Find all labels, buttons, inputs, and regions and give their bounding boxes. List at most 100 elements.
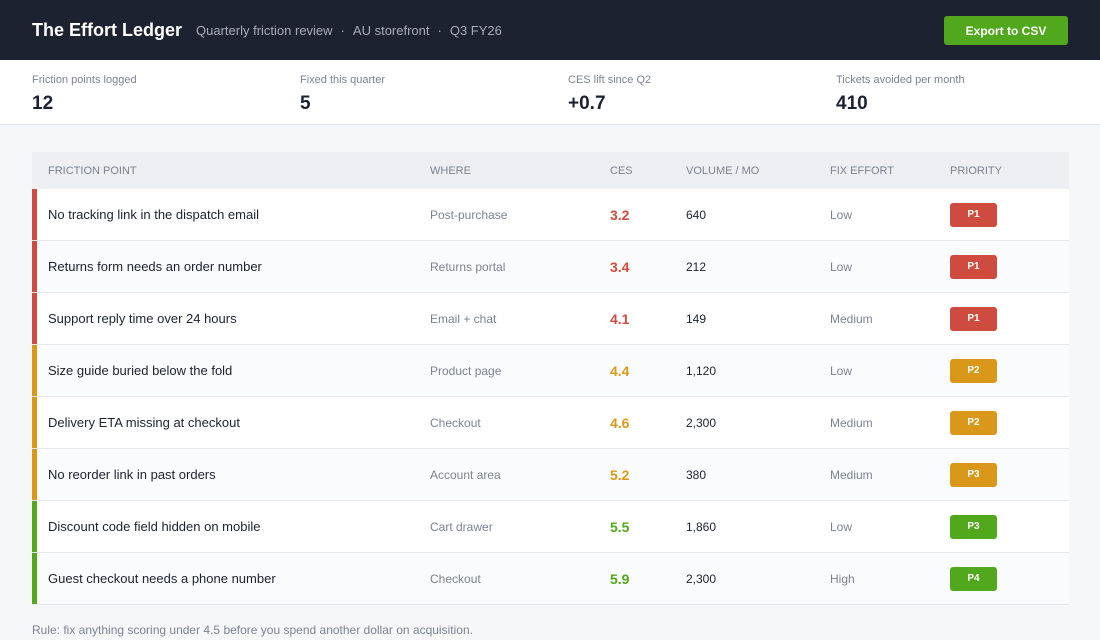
monthly-volume: 149 [686, 311, 707, 326]
column-header-friction-point[interactable]: Friction point [48, 165, 137, 177]
priority-cell: P3 [950, 449, 997, 500]
subtitle-separator: · [340, 22, 345, 38]
friction-point-name: No tracking link in the dispatch email [48, 207, 259, 222]
monthly-volume: 2,300 [686, 571, 717, 586]
stat-label: CES lift since Q2 [568, 74, 652, 86]
fix-effort: Medium [830, 415, 873, 430]
severity-bar [32, 189, 37, 240]
priority-cell: P1 [950, 189, 997, 240]
friction-location: Cart drawer [430, 519, 493, 534]
friction-point-name: Delivery ETA missing at checkout [48, 415, 240, 430]
stat-fixed-quarter: Fixed this quarter 5 [300, 74, 385, 115]
priority-cell: P3 [950, 501, 997, 552]
stat-value: 410 [836, 93, 868, 114]
table-row[interactable]: Delivery ETA missing at checkout Checkout… [32, 397, 1069, 449]
monthly-volume: 2,300 [686, 415, 717, 430]
priority-cell: P4 [950, 553, 997, 604]
priority-badge: P1 [950, 254, 997, 279]
subtitle-review: Quarterly friction review [196, 22, 333, 38]
severity-bar [32, 345, 37, 396]
stat-label: Tickets avoided per month [836, 74, 965, 86]
column-header-fix-effort[interactable]: Fix effort [830, 165, 894, 177]
column-header-ces[interactable]: CES [610, 165, 633, 177]
table-row[interactable]: Discount code field hidden on mobile Cart… [32, 501, 1069, 553]
stat-value: 5 [300, 93, 311, 114]
priority-cell: P1 [950, 241, 997, 292]
fix-effort: Low [830, 363, 853, 378]
fix-effort: High [830, 571, 855, 586]
monthly-volume: 1,860 [686, 519, 717, 534]
table-row[interactable]: No tracking link in the dispatch email Po… [32, 189, 1069, 241]
priority-badge: P1 [950, 202, 997, 227]
friction-point-name: Support reply time over 24 hours [48, 311, 237, 326]
monthly-volume: 212 [686, 259, 707, 274]
subtitle-separator: · [437, 22, 442, 38]
stat-label: Friction points logged [32, 74, 137, 86]
stat-value: 12 [32, 93, 54, 114]
table-header: Friction point Where CES Volume / mo Fix… [32, 152, 1069, 189]
export-csv-button[interactable]: Export to CSV [944, 16, 1068, 45]
column-header-volume[interactable]: Volume / mo [686, 165, 760, 177]
footnote-rule: Rule: fix anything scoring under 4.5 bef… [32, 623, 473, 637]
severity-bar [32, 553, 37, 604]
priority-badge: P3 [950, 514, 997, 539]
ces-score: 4.1 [610, 310, 630, 327]
severity-bar [32, 449, 37, 500]
friction-location: Checkout [430, 415, 481, 430]
table-row[interactable]: Returns form needs an order number Return… [32, 241, 1069, 293]
fix-effort: Low [830, 519, 853, 534]
page-subtitle: Quarterly friction review · AU storefron… [196, 23, 502, 38]
severity-bar [32, 397, 37, 448]
severity-bar [32, 501, 37, 552]
priority-cell: P1 [950, 293, 997, 344]
stat-ces-lift: CES lift since Q2 +0.7 [568, 74, 651, 115]
priority-badge: P3 [950, 462, 997, 487]
ces-score: 4.6 [610, 414, 630, 431]
friction-location: Returns portal [430, 259, 506, 274]
priority-badge: P4 [950, 566, 997, 591]
stat-friction-points: Friction points logged 12 [32, 74, 137, 115]
monthly-volume: 1,120 [686, 363, 717, 378]
priority-cell: P2 [950, 397, 997, 448]
friction-location: Post-purchase [430, 207, 508, 222]
app-title: The Effort Ledger [32, 19, 183, 40]
ces-score: 4.4 [610, 362, 630, 379]
subtitle-storefront: AU storefront [352, 22, 430, 38]
fix-effort: Low [830, 259, 853, 274]
priority-badge: P2 [950, 410, 997, 435]
friction-point-name: Size guide buried below the fold [48, 363, 233, 378]
ces-score: 5.2 [610, 466, 630, 483]
friction-table: Friction point Where CES Volume / mo Fix… [32, 152, 1069, 605]
monthly-volume: 640 [686, 207, 707, 222]
table-row[interactable]: Support reply time over 24 hours Email + … [32, 293, 1069, 345]
stat-tickets-avoided: Tickets avoided per month 410 [836, 74, 965, 115]
top-bar: The Effort Ledger Quarterly friction rev… [0, 0, 1100, 60]
column-header-where[interactable]: Where [430, 165, 471, 177]
fix-effort: Low [830, 207, 853, 222]
priority-cell: P2 [950, 345, 997, 396]
monthly-volume: 380 [686, 467, 707, 482]
friction-location: Account area [430, 467, 501, 482]
friction-point-name: Discount code field hidden on mobile [48, 519, 261, 534]
table-body: No tracking link in the dispatch email Po… [32, 189, 1069, 605]
friction-point-name: Returns form needs an order number [48, 259, 262, 274]
ces-score: 3.4 [610, 258, 630, 275]
friction-point-name: Guest checkout needs a phone number [48, 571, 276, 586]
table-row[interactable]: Guest checkout needs a phone number Check… [32, 553, 1069, 605]
table-row[interactable]: No reorder link in past orders Account ar… [32, 449, 1069, 501]
friction-location: Product page [430, 363, 502, 378]
fix-effort: Medium [830, 311, 873, 326]
priority-badge: P2 [950, 358, 997, 383]
friction-location: Checkout [430, 571, 481, 586]
ces-score: 5.5 [610, 518, 630, 535]
table-row[interactable]: Size guide buried below the fold Product … [32, 345, 1069, 397]
friction-location: Email + chat [430, 311, 497, 326]
column-header-priority[interactable]: Priority [950, 165, 1002, 177]
friction-point-name: No reorder link in past orders [48, 467, 216, 482]
severity-bar [32, 241, 37, 292]
stat-label: Fixed this quarter [300, 74, 385, 86]
ces-score: 3.2 [610, 206, 630, 223]
ces-score: 5.9 [610, 570, 630, 587]
fix-effort: Medium [830, 467, 873, 482]
stats-strip: Friction points logged 12 Fixed this qua… [0, 60, 1100, 125]
